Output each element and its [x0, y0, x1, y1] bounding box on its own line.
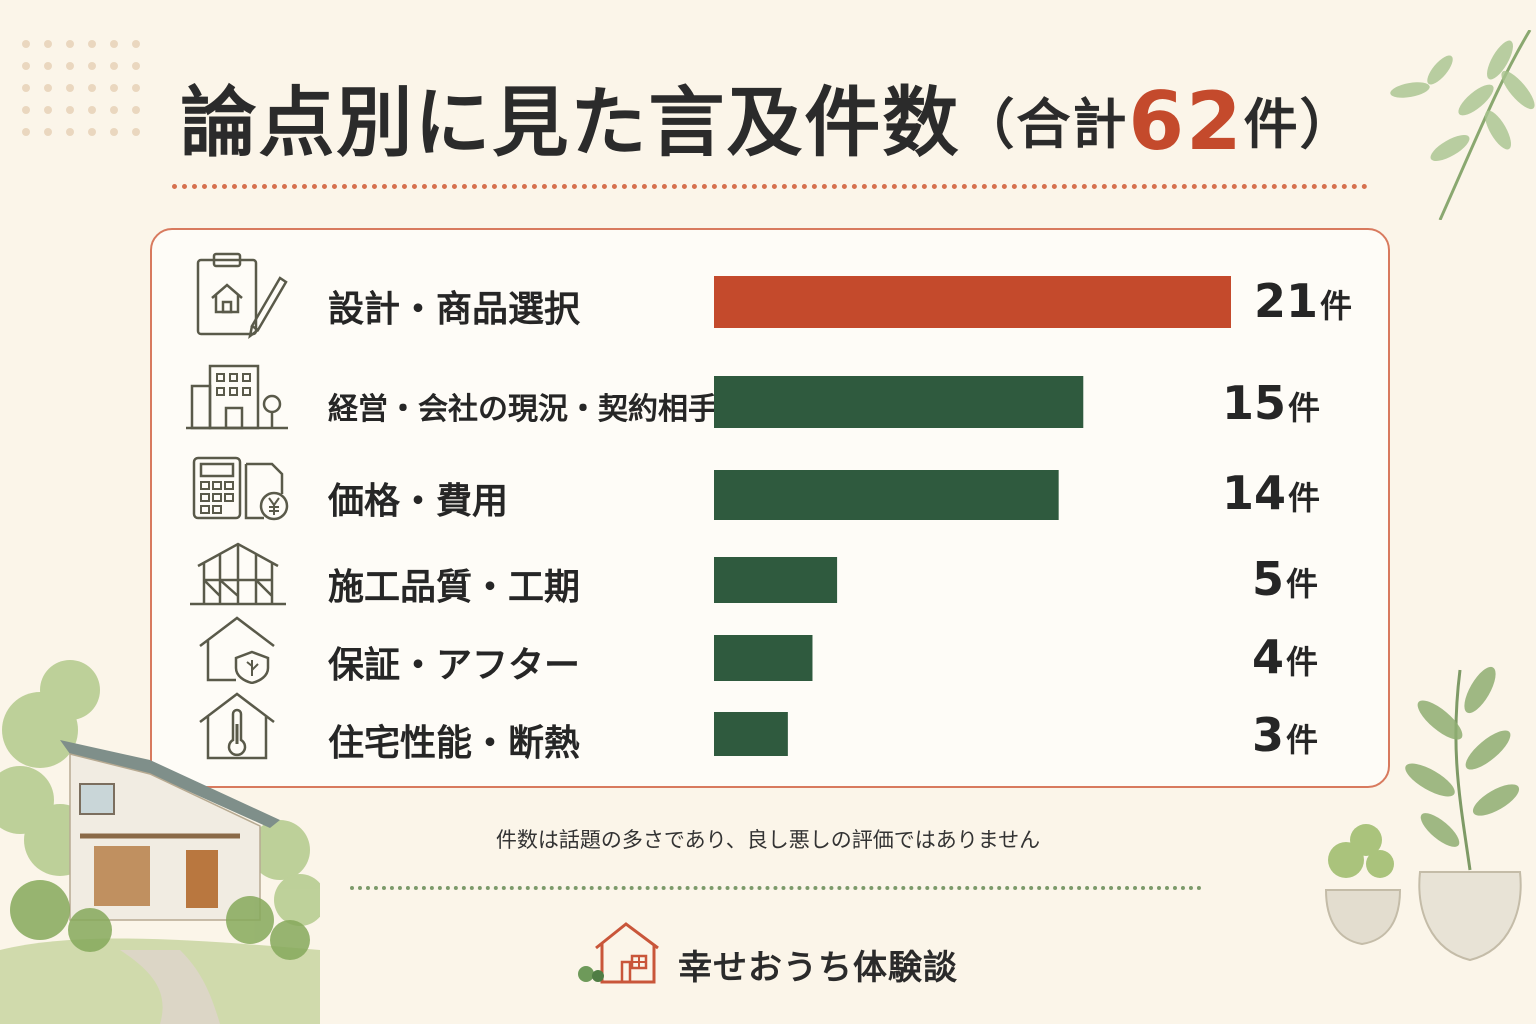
- potted-plants-illustration: [1324, 666, 1522, 962]
- bar-5: [714, 712, 788, 756]
- value-label-warranty: 4件: [1252, 630, 1318, 684]
- bar-0: [714, 276, 1231, 328]
- value-label-design: 21件: [1254, 274, 1352, 328]
- category-label-performance: 住宅性能・断熱: [328, 723, 581, 764]
- brand-name: 幸せおうち体験談: [678, 948, 958, 988]
- leaf-branch-decoration: [1390, 30, 1535, 220]
- value-unit: 件: [1286, 721, 1319, 759]
- clipboard-pencil-icon: [196, 252, 288, 339]
- title-divider: [172, 184, 1368, 189]
- house-logo-icon: [578, 922, 659, 984]
- value-unit: 件: [1288, 389, 1321, 427]
- title-total-value: 62: [1128, 75, 1244, 168]
- house-illustration: [0, 660, 320, 1024]
- chart-title: 論点別に見た言及件数（合計62件）: [0, 72, 1536, 175]
- title-total-unit: 件: [1243, 93, 1300, 156]
- value-label-performance: 3件: [1252, 708, 1318, 762]
- title-main: 論点別に見た言及件数: [180, 78, 961, 167]
- value-unit: 件: [1288, 479, 1321, 517]
- footnote: 件数は話題の多さであり、良し悪しの評価ではありません: [495, 828, 1041, 852]
- house-frame-icon: [190, 542, 286, 606]
- footer-divider: [350, 886, 1202, 890]
- category-label-construction: 施工品質・工期: [328, 567, 581, 608]
- value-number: 4: [1252, 630, 1285, 684]
- value-label-construction: 5件: [1252, 552, 1318, 606]
- category-label-price: 価格・費用: [328, 481, 509, 522]
- bar-1: [714, 376, 1084, 428]
- bar-4: [714, 635, 813, 681]
- category-label-warranty: 保証・アフター: [328, 645, 581, 686]
- dot-grid-decoration: [22, 40, 140, 136]
- value-number: 5: [1252, 552, 1285, 606]
- value-number: 21: [1254, 274, 1319, 328]
- calculator-yen-icon: [192, 456, 289, 521]
- value-number: 15: [1222, 376, 1287, 430]
- bar-3: [714, 557, 838, 603]
- value-unit: 件: [1320, 287, 1353, 325]
- title-paren-close: ）: [1299, 93, 1356, 156]
- office-building-icon: [186, 364, 288, 430]
- value-unit: 件: [1286, 565, 1319, 603]
- title-paren-open: （: [960, 93, 1017, 156]
- value-label-management: 15件: [1222, 376, 1320, 430]
- value-label-price: 14件: [1222, 466, 1320, 520]
- category-label-management: 経営・会社の現況・契約相手: [328, 392, 718, 427]
- value-number: 3: [1252, 708, 1285, 762]
- value-unit: 件: [1286, 643, 1319, 681]
- bar-2: [714, 470, 1059, 520]
- title-total-prefix: 合計: [1016, 93, 1129, 156]
- house-shield-icon: [199, 616, 275, 684]
- category-label-design: 設計・商品選択: [328, 289, 581, 330]
- value-number: 14: [1222, 466, 1287, 520]
- house-thermometer-icon: [199, 692, 275, 760]
